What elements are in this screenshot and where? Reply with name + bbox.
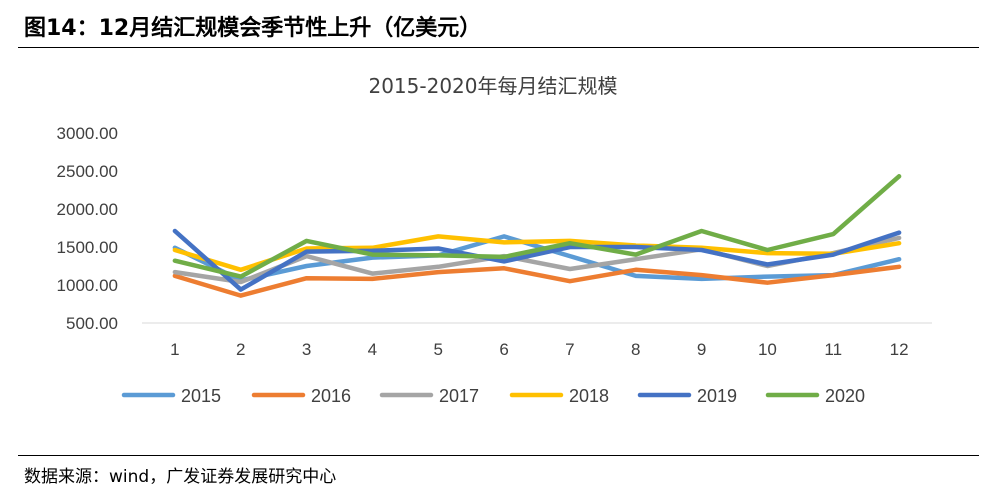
series-line-2020 [172,174,902,279]
legend-label: 2016 [311,386,351,406]
x-tick-label: 9 [697,340,706,359]
x-tick-label: 6 [499,340,508,359]
x-tick-label: 11 [824,340,842,359]
x-tick-label: 10 [758,340,777,359]
y-tick-label: 3000.00 [57,124,118,143]
x-axis: 1 2 3 4 5 6 7 8 9 10 11 12 [142,322,932,359]
x-tick-label: 3 [302,340,311,359]
chart-title: 2015-2020年每月结汇规模 [368,74,617,98]
x-tick-label: 5 [434,340,443,359]
source-note: 数据来源：wind，广发证券发展研究中心 [24,467,337,487]
legend-item-2017: 2017 [379,386,479,406]
legend-label: 2017 [439,386,479,406]
legend-label: 2020 [825,386,865,406]
legend-label: 2018 [569,386,609,406]
y-tick-label: 1500.00 [57,238,118,257]
series-lines [172,174,902,298]
x-tick-label: 4 [368,340,377,359]
y-tick-label: 2000.00 [57,200,118,219]
y-tick-label: 2500.00 [57,162,118,181]
figure-title: 图14：12月结汇规模会季节性上升（亿美元） [24,16,482,41]
legend-item-2018: 2018 [509,386,609,406]
x-tick-label: 2 [236,340,245,359]
y-tick-label: 1000.00 [57,276,118,295]
x-tick-label: 7 [565,340,574,359]
x-tick-label: 1 [170,340,179,359]
series-line-2018 [172,234,902,273]
legend-label: 2019 [697,386,737,406]
footer-divider [18,455,979,456]
y-tick-label: 500.00 [66,314,118,333]
legend: 2015 2016 2017 2018 2019 2020 [121,386,865,406]
series-line-2015 [172,234,902,283]
header-divider [18,47,979,48]
series-line-2016 [172,264,902,298]
series-line-2019 [172,228,902,292]
legend-item-2019: 2019 [637,386,737,406]
legend-item-2015: 2015 [121,386,221,406]
legend-label: 2015 [181,386,221,406]
figure-header: 图14：12月结汇规模会季节性上升（亿美元） [18,0,980,47]
x-tick-label: 12 [890,340,909,359]
legend-item-2016: 2016 [251,386,351,406]
x-tick-label: 8 [631,340,640,359]
legend-item-2020: 2020 [765,386,865,406]
y-axis: 500.00 1000.00 1500.00 2000.00 2500.00 3000.0… [57,124,118,333]
